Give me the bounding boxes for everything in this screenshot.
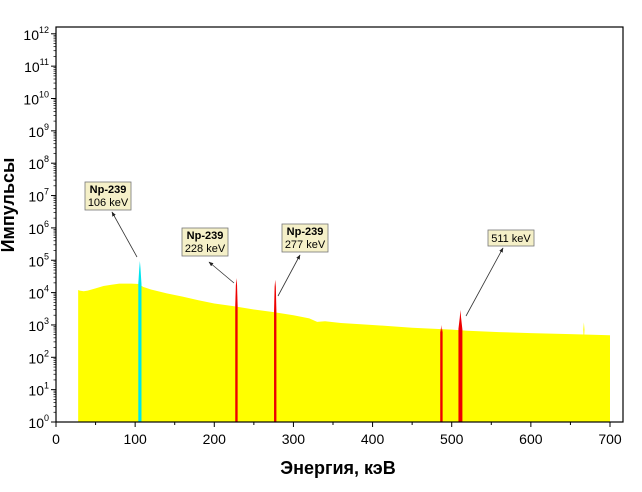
y-tick-label: 101 <box>28 381 49 399</box>
peak-106 <box>138 260 142 422</box>
y-tick-label: 109 <box>28 122 49 140</box>
plot-frame <box>55 26 624 423</box>
y-tick-exponent: 2 <box>44 348 49 358</box>
x-axis-label: Энергия, кэВ <box>280 458 395 478</box>
annotation-arrow <box>277 254 301 297</box>
y-tick-label: 102 <box>28 348 49 366</box>
annotation-box <box>181 227 229 257</box>
y-tick-label: 108 <box>28 154 49 172</box>
peak-228 <box>235 278 238 422</box>
plot-area <box>78 260 610 422</box>
annotation-box <box>281 223 329 253</box>
annotation-energy: 228 keV <box>185 243 226 255</box>
y-tick-label: 106 <box>28 219 49 237</box>
annotation-arrow <box>208 261 235 284</box>
annotation-energy: 277 keV <box>285 239 326 251</box>
peak-487 <box>440 324 443 422</box>
y-tick-label: 1012 <box>23 25 49 43</box>
peak-277 <box>274 279 277 422</box>
y-tick-exponent: 9 <box>44 122 49 132</box>
y-tick-label: 1010 <box>23 90 49 108</box>
x-tick-label: 300 <box>282 431 306 447</box>
y-tick-label: 103 <box>28 316 49 334</box>
annotation-3: 511 keV <box>465 229 535 317</box>
annotation-arrow <box>465 247 504 317</box>
y-axis: 1001011021031041051061071081091010101110… <box>23 25 56 431</box>
y-tick-exponent: 4 <box>44 284 49 294</box>
x-tick-label: 400 <box>361 431 385 447</box>
x-tick-label: 500 <box>440 431 464 447</box>
annotation-isotope: Np-239 <box>287 226 324 238</box>
y-tick-exponent: 1 <box>44 381 49 391</box>
x-tick-label: 0 <box>52 431 60 447</box>
annotation-box <box>84 181 132 211</box>
y-tick-label: 1011 <box>24 57 49 75</box>
peak-511 <box>458 309 463 422</box>
annotation-energy: 511 keV <box>491 233 531 245</box>
y-tick-exponent: 6 <box>44 219 49 229</box>
y-tick-label: 104 <box>28 284 49 302</box>
x-axis: 0 100 200 300 400 500 600 700 <box>52 422 622 447</box>
y-tick-label: 105 <box>28 251 49 269</box>
y-tick-label: 107 <box>28 187 49 205</box>
y-tick-exponent: 10 <box>39 90 49 100</box>
continuum-area <box>78 283 610 422</box>
y-tick-exponent: 5 <box>44 251 49 261</box>
y-tick-exponent: 0 <box>44 413 49 423</box>
y-tick-exponent: 11 <box>40 57 49 67</box>
peak-667 <box>583 322 585 422</box>
x-tick-label: 100 <box>123 431 147 447</box>
y-tick-exponent: 12 <box>39 25 49 35</box>
x-tick-label: 200 <box>203 431 227 447</box>
x-tick-label: 600 <box>519 431 543 447</box>
annotation-isotope: Np-239 <box>187 230 224 242</box>
annotation-arrow <box>111 211 138 258</box>
y-axis-label: Импульсы <box>0 158 18 253</box>
y-tick-exponent: 7 <box>44 187 49 197</box>
x-tick-label: 700 <box>598 431 622 447</box>
annotation-box <box>487 229 535 247</box>
annotation-isotope: Np-239 <box>90 184 127 196</box>
y-tick-exponent: 3 <box>44 316 49 326</box>
y-tick-exponent: 8 <box>44 154 49 164</box>
annotation-energy: 106 keV <box>88 197 129 209</box>
y-tick-label: 100 <box>28 413 49 431</box>
